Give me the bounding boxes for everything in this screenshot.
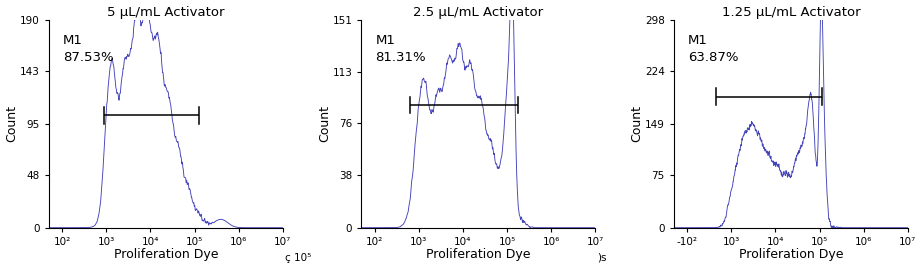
X-axis label: Proliferation Dye: Proliferation Dye — [113, 248, 219, 261]
Text: ç 10⁵: ç 10⁵ — [285, 253, 312, 263]
Title: 1.25 μL/mL Activator: 1.25 μL/mL Activator — [722, 6, 860, 18]
Title: 5 μL/mL Activator: 5 μL/mL Activator — [107, 6, 225, 18]
X-axis label: Proliferation Dye: Proliferation Dye — [426, 248, 530, 261]
Text: )s: )s — [597, 253, 607, 263]
Text: M1
87.53%: M1 87.53% — [63, 34, 113, 64]
Y-axis label: Count: Count — [6, 105, 18, 142]
X-axis label: Proliferation Dye: Proliferation Dye — [739, 248, 843, 261]
Text: M1
81.31%: M1 81.31% — [375, 34, 426, 64]
Text: M1
63.87%: M1 63.87% — [688, 34, 739, 64]
Y-axis label: Count: Count — [631, 105, 644, 142]
Y-axis label: Count: Count — [318, 105, 331, 142]
Title: 2.5 μL/mL Activator: 2.5 μL/mL Activator — [413, 6, 543, 18]
